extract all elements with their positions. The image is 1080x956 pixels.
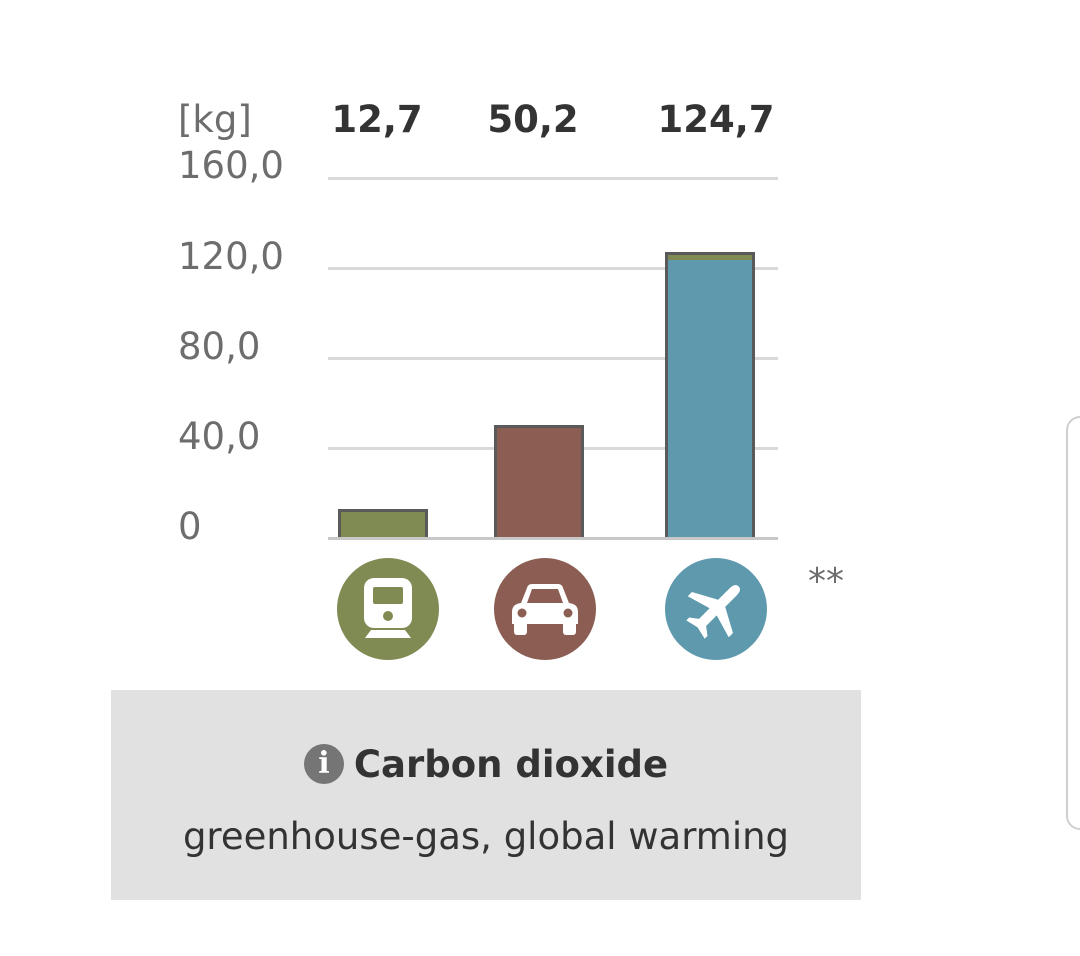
y-tick-0: 0	[178, 505, 202, 548]
pollutant-info-box[interactable]: i Carbon dioxide greenhouse-gas, global w…	[111, 690, 861, 900]
x-axis-baseline	[328, 537, 778, 540]
side-panel-handle[interactable]	[1066, 416, 1080, 830]
value-label-plane: 124,7	[657, 98, 775, 141]
y-tick-40: 40,0	[178, 415, 261, 458]
y-tick-120: 120,0	[178, 235, 284, 278]
airplane-icon	[665, 558, 767, 660]
train-icon	[337, 558, 439, 660]
y-axis-unit-label: [kg]	[178, 98, 252, 141]
info-title: Carbon dioxide	[353, 743, 669, 786]
value-label-car: 50,2	[487, 98, 579, 141]
bar-car	[494, 425, 584, 540]
gridline-160	[328, 177, 778, 180]
bar-train	[338, 509, 428, 540]
car-icon	[494, 558, 596, 660]
y-tick-160: 160,0	[178, 144, 284, 187]
y-tick-80: 80,0	[178, 325, 261, 368]
footnote-marker: **	[808, 561, 844, 602]
gridline-120	[328, 267, 778, 270]
value-label-train: 12,7	[331, 98, 423, 141]
info-subtitle: greenhouse-gas, global warming	[182, 815, 790, 858]
gridline-80	[328, 357, 778, 360]
bar-plane-cap-segment	[665, 251, 755, 261]
bar-plane	[665, 257, 755, 540]
info-icon[interactable]: i	[303, 744, 344, 784]
info-title-row: i Carbon dioxide	[111, 742, 861, 788]
